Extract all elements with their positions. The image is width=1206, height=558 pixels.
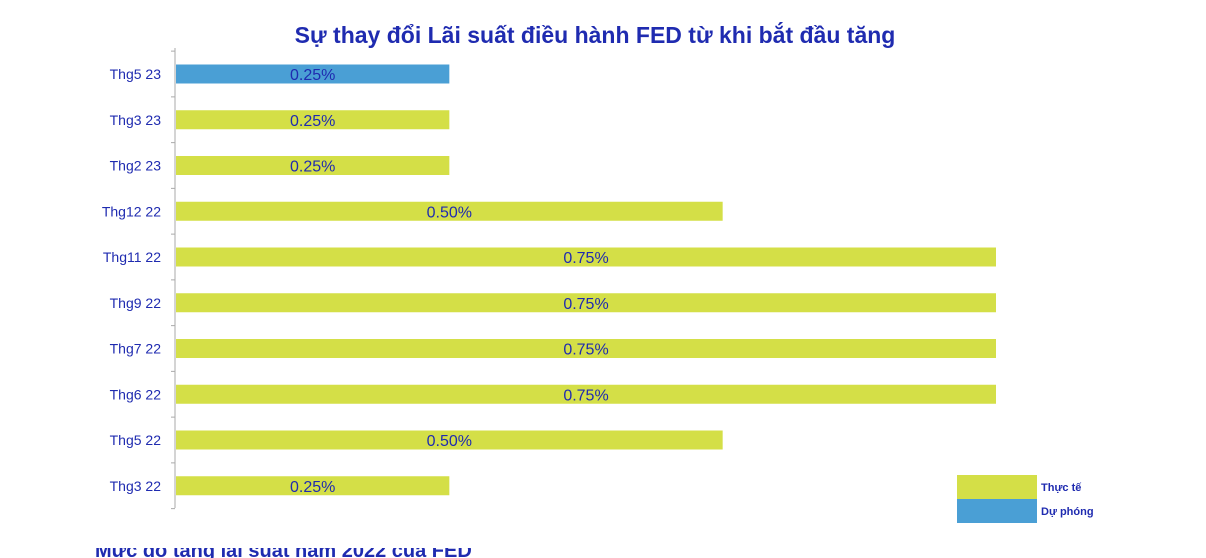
data-label: 0.25% — [290, 479, 335, 496]
bar-thg5-22 — [176, 430, 723, 450]
data-label: 0.25% — [290, 67, 335, 84]
bar-thg12-22 — [176, 201, 723, 221]
category-label: Thg11 22 — [103, 249, 161, 265]
legend: Thực tế Dự phóng — [957, 475, 1103, 523]
category-label: Thg3 22 — [110, 478, 162, 494]
legend-swatch-projected — [957, 499, 1037, 523]
bar-thg9-22 — [176, 293, 996, 313]
bar-thg3-23 — [176, 110, 450, 130]
data-label: 0.75% — [563, 387, 608, 404]
category-label: Thg12 22 — [102, 203, 161, 219]
bar-thg6-22 — [176, 384, 996, 404]
legend-label-bg — [1037, 499, 1103, 523]
category-label: Thg3 23 — [110, 112, 162, 128]
category-label: Thg5 23 — [110, 66, 162, 82]
category-label: Thg5 22 — [110, 432, 162, 448]
data-label: 0.50% — [427, 433, 472, 450]
category-label: Thg2 23 — [110, 158, 162, 174]
data-label: 0.25% — [290, 159, 335, 176]
chart-title: Sự thay đổi Lãi suất điều hành FED từ kh… — [294, 22, 896, 48]
footer-caption-text: Mức độ tăng lãi suất năm 2022 của FED — [95, 548, 655, 558]
data-label: 0.75% — [563, 342, 608, 359]
data-label: 0.25% — [290, 113, 335, 130]
data-label: 0.75% — [563, 250, 608, 267]
legend-label-actual: Thực tế — [1041, 482, 1082, 494]
bar-thg7-22 — [176, 339, 996, 358]
data-label: 0.75% — [563, 296, 608, 313]
category-label: Thg6 22 — [110, 386, 162, 402]
bar-thg2-23 — [176, 156, 450, 175]
legend-label-projected: Dự phóng — [1041, 506, 1094, 518]
footer-caption-clipped: Mức độ tăng lãi suất năm 2022 của FED — [95, 548, 655, 558]
legend-swatch-actual — [957, 475, 1037, 499]
category-label: Thg7 22 — [110, 341, 162, 357]
category-label: Thg9 22 — [110, 295, 162, 311]
bar-thg3-22 — [176, 476, 450, 496]
bar-thg5-23 — [176, 64, 450, 84]
bar-thg11-22 — [176, 247, 996, 267]
legend-label-bg — [1037, 475, 1103, 499]
data-label: 0.50% — [427, 204, 472, 221]
